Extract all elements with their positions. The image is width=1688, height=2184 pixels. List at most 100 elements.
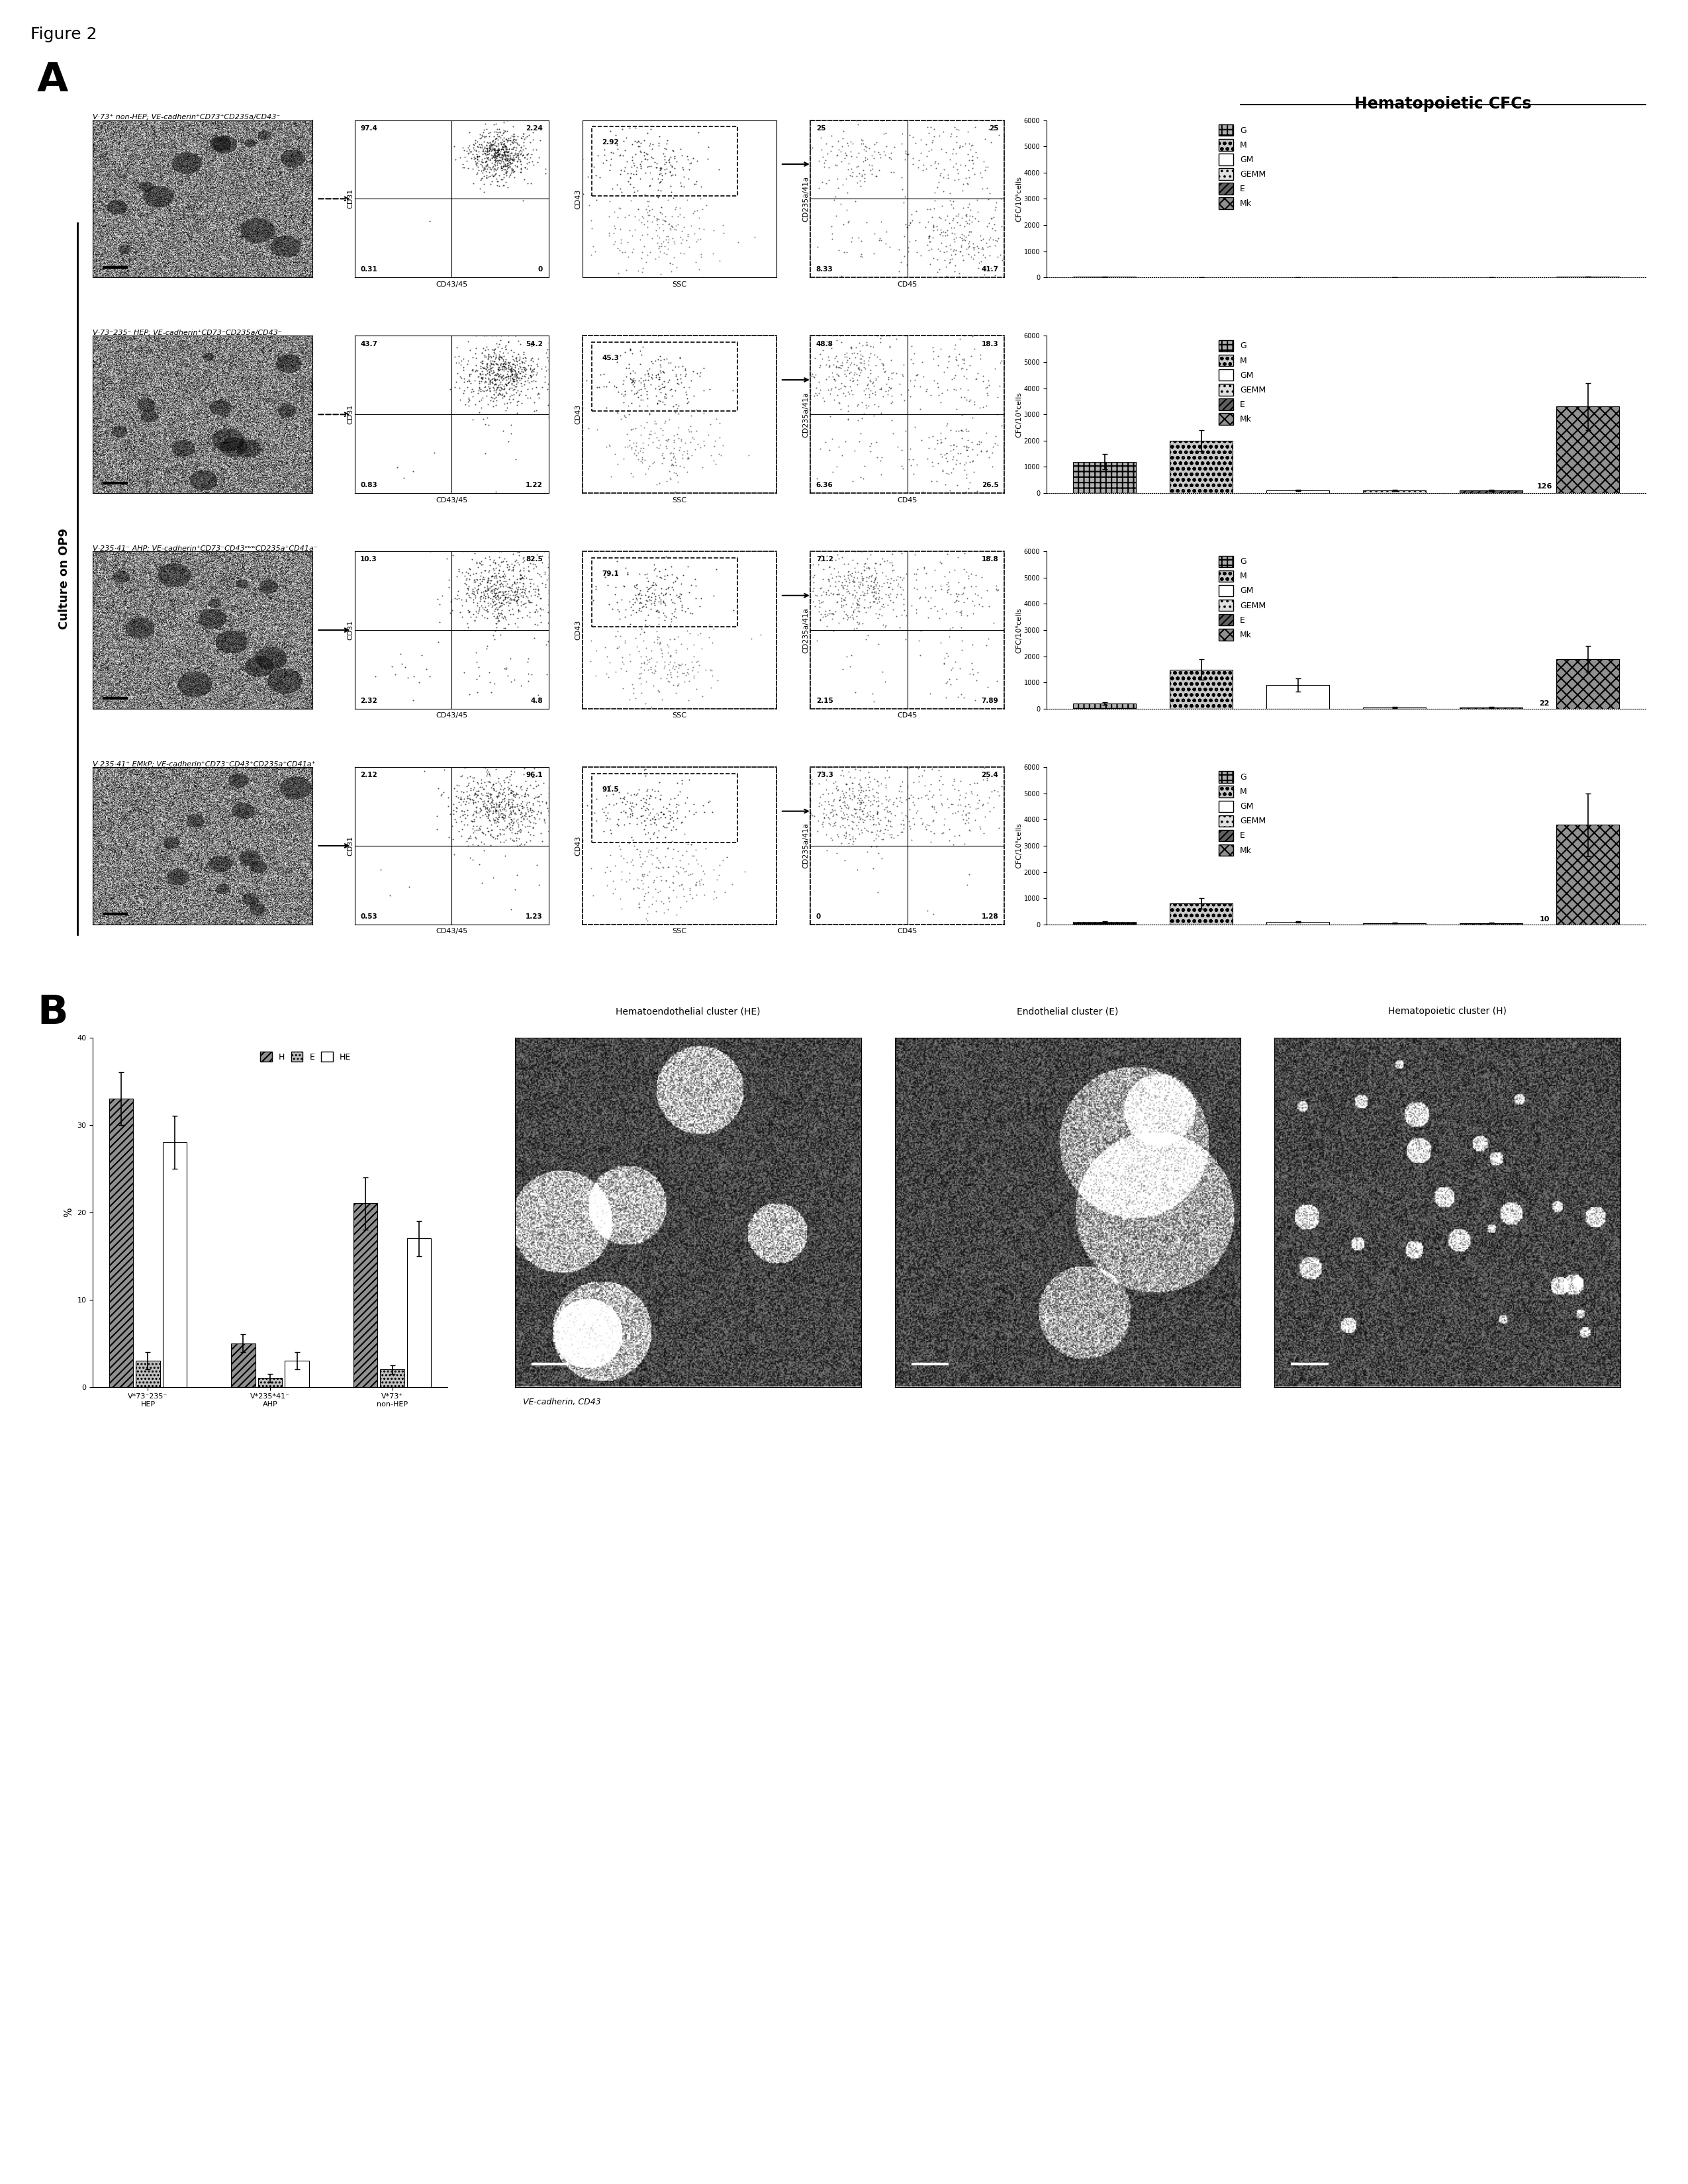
Point xyxy=(484,127,511,162)
Point xyxy=(490,149,517,183)
Point xyxy=(506,557,533,592)
Point xyxy=(668,655,695,690)
Point xyxy=(658,210,685,245)
Point xyxy=(927,212,954,247)
Point xyxy=(962,577,989,612)
Point xyxy=(927,426,954,461)
Point xyxy=(488,566,515,601)
Point xyxy=(950,476,977,511)
Point xyxy=(424,799,451,834)
Point xyxy=(486,590,513,625)
Point xyxy=(447,782,474,817)
Point xyxy=(486,767,513,802)
Point xyxy=(513,561,540,596)
Point xyxy=(829,568,856,603)
Point xyxy=(484,135,511,170)
Point xyxy=(491,775,518,810)
Point xyxy=(954,795,981,830)
Point xyxy=(457,373,484,408)
Point xyxy=(930,452,957,487)
Point xyxy=(621,356,648,391)
Point xyxy=(464,376,491,411)
Point xyxy=(896,380,923,415)
Point xyxy=(819,775,846,810)
Point xyxy=(481,546,508,581)
Point xyxy=(500,153,527,188)
Point xyxy=(609,644,636,679)
Point xyxy=(856,380,883,415)
Point xyxy=(836,376,863,411)
Point xyxy=(842,330,869,365)
Point xyxy=(991,786,1018,821)
Point xyxy=(650,212,677,247)
Point xyxy=(861,373,888,408)
Point xyxy=(927,234,954,269)
Point xyxy=(964,764,991,799)
Point xyxy=(508,345,535,380)
Point xyxy=(905,780,932,815)
Point xyxy=(829,581,856,616)
Point xyxy=(947,234,974,269)
Point xyxy=(493,367,520,402)
Point xyxy=(481,773,508,808)
Point xyxy=(626,323,653,358)
Point xyxy=(484,356,511,391)
Point xyxy=(859,677,886,712)
Point xyxy=(490,762,517,797)
Point xyxy=(852,328,879,363)
Point xyxy=(974,225,1001,260)
Point xyxy=(493,367,520,402)
Point xyxy=(574,411,601,446)
Point xyxy=(510,601,537,636)
Point xyxy=(667,166,694,201)
Point xyxy=(960,387,987,422)
Point xyxy=(500,808,527,843)
Point xyxy=(824,356,851,391)
Point xyxy=(957,238,984,273)
Point xyxy=(473,162,500,197)
Point xyxy=(631,441,658,476)
Point xyxy=(476,570,503,605)
Point xyxy=(660,240,687,275)
Point xyxy=(657,655,684,690)
Point xyxy=(478,365,505,400)
Point xyxy=(861,806,888,841)
Point xyxy=(650,887,677,922)
Point xyxy=(663,778,690,812)
Point xyxy=(476,363,503,397)
Point xyxy=(533,371,560,406)
Point xyxy=(466,773,493,808)
Point xyxy=(950,570,977,605)
Point xyxy=(517,124,544,159)
Point xyxy=(461,535,488,570)
Point xyxy=(653,572,680,607)
Point xyxy=(488,138,515,173)
Point xyxy=(933,636,960,670)
Point xyxy=(832,192,859,227)
Point xyxy=(939,653,966,688)
Point xyxy=(641,780,668,815)
Point xyxy=(498,795,525,830)
Point xyxy=(618,363,645,397)
Point xyxy=(952,203,979,238)
Point xyxy=(454,749,481,784)
Point xyxy=(501,365,528,400)
Point xyxy=(809,804,836,839)
Point xyxy=(874,804,901,839)
Point xyxy=(474,140,501,175)
Point xyxy=(955,159,982,194)
Point xyxy=(592,804,619,839)
Point xyxy=(491,780,518,815)
Point xyxy=(866,769,893,804)
Point xyxy=(619,354,647,389)
Point xyxy=(864,876,891,911)
Point xyxy=(650,203,677,238)
Point xyxy=(473,140,500,175)
Point xyxy=(525,140,552,175)
Point xyxy=(463,544,490,579)
Point xyxy=(873,791,900,826)
Point xyxy=(861,762,888,797)
Point xyxy=(486,587,513,622)
Point xyxy=(866,153,893,188)
Point xyxy=(611,795,638,830)
